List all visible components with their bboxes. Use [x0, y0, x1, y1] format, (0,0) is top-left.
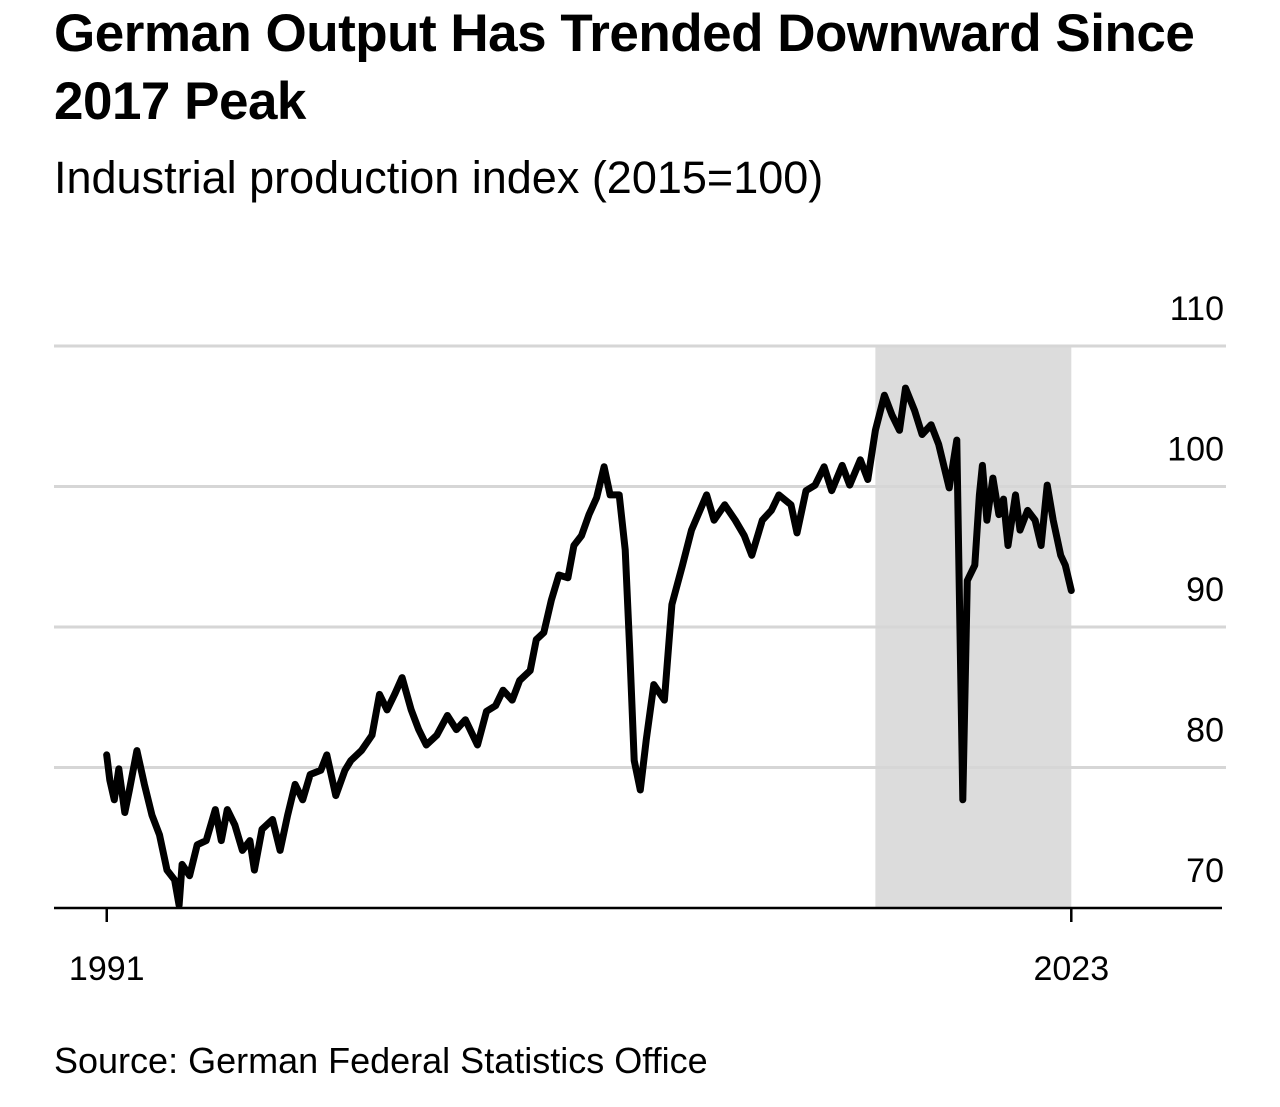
y-tick-label: 80 [1186, 712, 1224, 750]
x-tick-label: 1991 [69, 950, 145, 988]
x-tick-label: 2023 [1033, 950, 1109, 988]
data-line [103, 384, 1075, 909]
y-tick-label: 110 [1170, 290, 1224, 328]
chart-subtitle: Industrial production index (2015=100) [54, 152, 824, 203]
chart-source: Source: German Federal Statistics Office [54, 1040, 708, 1081]
chart-title: German Output Has Trended Downward Since… [54, 4, 1195, 131]
y-tick-label: 90 [1186, 571, 1224, 609]
y-tick-label: 100 [1167, 431, 1224, 469]
y-tick-label: 70 [1186, 852, 1224, 890]
